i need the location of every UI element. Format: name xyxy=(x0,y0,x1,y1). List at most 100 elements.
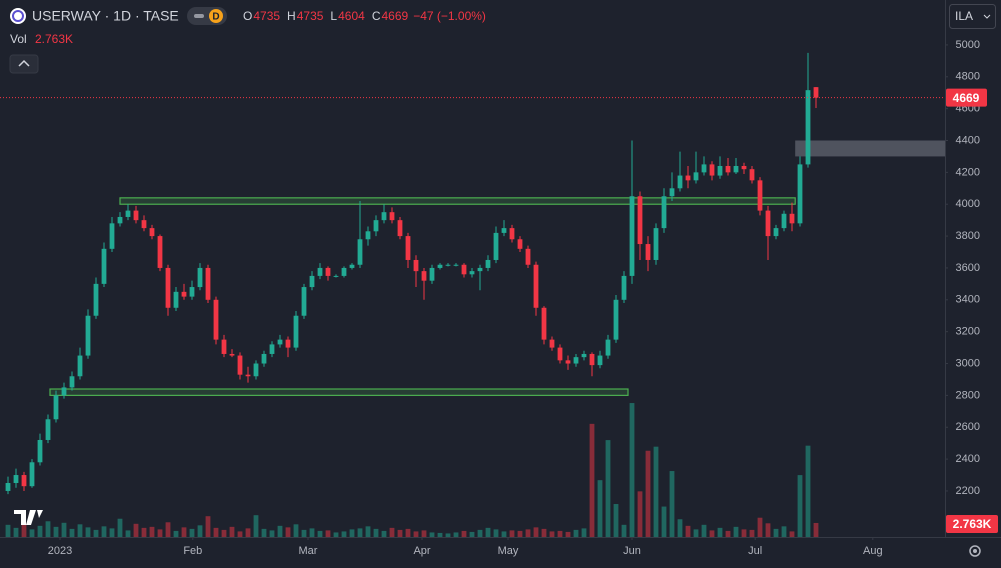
candle-body xyxy=(685,175,691,181)
candle-body xyxy=(269,344,275,354)
volume-bar xyxy=(429,532,435,537)
ohlc-value: 4604 xyxy=(338,9,365,23)
candle-body xyxy=(93,283,99,316)
ohlc-legend: O 4735 H 4735 L 4604 C 4669 −47 (−1.00%) xyxy=(243,9,486,23)
volume-bar xyxy=(333,532,339,537)
candle-body xyxy=(245,374,251,377)
volume-bar xyxy=(21,523,27,537)
volume-bar xyxy=(717,527,723,537)
candle-body xyxy=(21,475,27,487)
volume-bar xyxy=(237,531,243,537)
volume-bar xyxy=(781,526,787,537)
candle-body xyxy=(693,172,699,181)
candle-body xyxy=(365,231,371,240)
volume-bar xyxy=(509,530,515,537)
y-tick-label: 2200 xyxy=(956,485,980,497)
currency-dropdown[interactable] xyxy=(949,4,996,29)
last-price-badge xyxy=(946,88,987,107)
volume-bar xyxy=(413,531,419,537)
candle-body xyxy=(797,164,803,224)
volume-bar xyxy=(397,529,403,537)
volume-bar xyxy=(277,525,283,537)
volume-bar xyxy=(93,529,99,537)
candle-body xyxy=(725,165,731,173)
candle-body xyxy=(669,188,675,197)
volume-bar xyxy=(749,529,755,537)
candle-body xyxy=(429,267,435,281)
volume-bar xyxy=(101,526,107,537)
volume-bar xyxy=(141,527,147,537)
candle-body xyxy=(773,228,779,237)
ohlc-letter: C xyxy=(372,9,381,23)
collapse-button[interactable] xyxy=(9,54,39,74)
volume-bar xyxy=(405,528,411,537)
x-tick-label: Apr xyxy=(413,545,430,557)
volume-bar xyxy=(661,506,667,537)
symbol-title[interactable]: USERWAY · 1D · TASE xyxy=(32,8,179,24)
volume-bar xyxy=(125,530,131,537)
volume-bar xyxy=(45,521,51,537)
interval-badge-text: D xyxy=(212,12,219,23)
candle-body xyxy=(453,264,459,266)
candle-body xyxy=(661,196,667,229)
volume-bar xyxy=(421,530,427,537)
y-tick-label: 5000 xyxy=(956,39,980,51)
volume-bar xyxy=(213,527,219,537)
candle-body xyxy=(549,339,555,348)
volume-bar xyxy=(517,530,523,537)
candle-body xyxy=(357,239,363,265)
candles xyxy=(5,52,819,495)
volume-bar xyxy=(477,529,483,537)
volume-bar xyxy=(789,531,795,537)
candle-body xyxy=(733,165,739,173)
volume-bar xyxy=(197,525,203,537)
candle-body xyxy=(613,299,619,340)
candle-body xyxy=(477,267,483,272)
change-value: −47 (−1.00%) xyxy=(413,9,486,23)
y-tick-label: 4400 xyxy=(956,134,980,146)
volume-title: Vol xyxy=(10,32,27,46)
brand-logo xyxy=(14,510,43,525)
y-tick-label: 3200 xyxy=(956,326,980,338)
volume-bar xyxy=(805,445,811,537)
volume-bar xyxy=(565,531,571,537)
candle-body xyxy=(117,216,123,224)
candle-body xyxy=(813,87,819,98)
volume-bar xyxy=(109,528,115,537)
candle-body xyxy=(381,212,387,221)
volume-bar xyxy=(69,528,75,537)
volume-bar xyxy=(181,527,187,537)
candle-body xyxy=(165,267,171,308)
x-tick-label: Jul xyxy=(748,545,762,557)
candle-body xyxy=(45,419,51,440)
candle-body xyxy=(325,267,331,276)
candle-body xyxy=(349,264,355,268)
settings-button[interactable] xyxy=(969,545,981,557)
volume-bar xyxy=(285,527,291,537)
volume-bar xyxy=(29,529,35,537)
volume-bar xyxy=(533,527,539,537)
volume-bar xyxy=(469,531,475,537)
y-tick-label: 4800 xyxy=(956,71,980,83)
candle-body xyxy=(709,164,715,176)
y-tick-label: 3000 xyxy=(956,357,980,369)
candle-body xyxy=(157,236,163,268)
volume-bar xyxy=(693,529,699,537)
volume-bar xyxy=(653,446,659,537)
volume-bar xyxy=(77,524,83,537)
candle-body xyxy=(485,259,491,268)
y-tick-label: 3600 xyxy=(956,262,980,274)
candle-body xyxy=(197,267,203,288)
volume-bar xyxy=(629,403,635,537)
volume-bar xyxy=(173,530,179,537)
candle-body xyxy=(77,355,83,377)
volume-bar xyxy=(189,528,195,537)
candle-body xyxy=(29,462,35,487)
candle-body xyxy=(149,228,155,237)
candle-body xyxy=(525,248,531,265)
volume-bar xyxy=(117,518,123,537)
candle-body xyxy=(677,175,683,189)
